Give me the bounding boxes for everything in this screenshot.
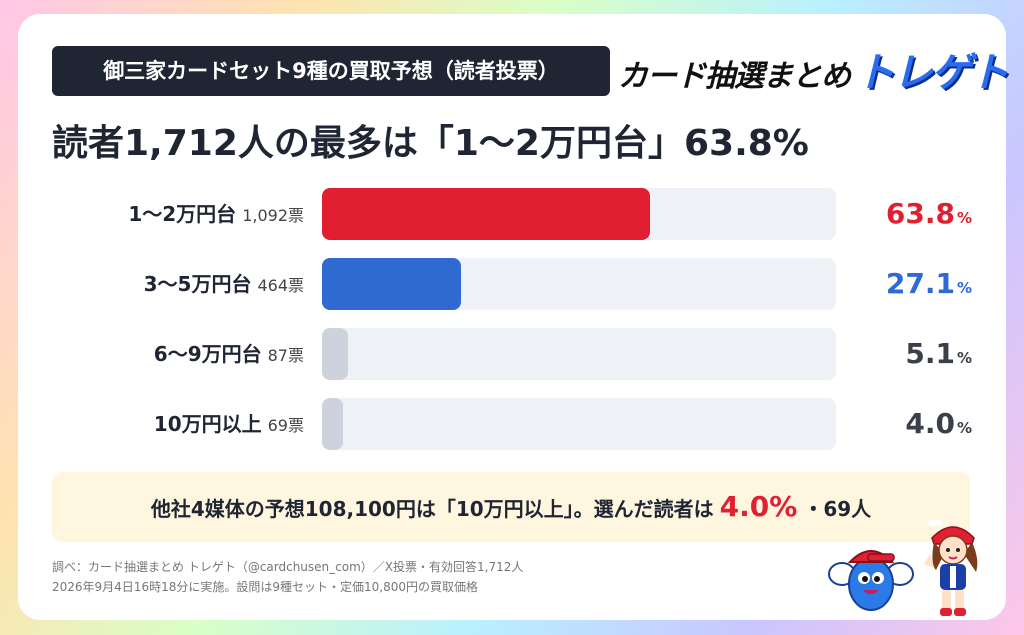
category-label: 6〜9万円台 <box>153 342 262 366</box>
bar-track <box>322 328 836 380</box>
bar-label: 10万円以上 69票 <box>154 398 304 450</box>
logo-text-primary: カード抽選まとめ <box>618 59 851 94</box>
bar-label: 1〜2万円台 1,092票 <box>128 188 304 240</box>
page-headline: 読者1,712人の最多は「1〜2万円台」63.8% <box>52 123 809 164</box>
bar-label: 6〜9万円台 87票 <box>154 328 304 380</box>
percent-sign: % <box>956 209 972 227</box>
title-badge: 御三家カードセット9種の買取予想（読者投票） <box>52 46 610 96</box>
percent-sign: % <box>956 349 972 367</box>
bar-row: 10万円以上 69票 4.0% <box>18 398 1006 450</box>
comparison-note: 他社4媒体の予想108,100円は「10万円以上」。選んだ読者は 4.0% ・69人 <box>52 472 970 542</box>
blue-mascot-illustration <box>828 550 914 611</box>
percent-value: 63.8 <box>885 197 955 230</box>
source-note: 調べ：カード抽選まとめ トレゲト（@cardchusen_com）／X投票・有効… <box>52 560 524 574</box>
percent-sign: % <box>956 279 972 297</box>
category-label: 10万円以上 <box>153 412 262 436</box>
bar <box>322 188 650 240</box>
note-suffix: ・69人 <box>803 497 872 521</box>
percent-label: 27.1% <box>886 258 972 310</box>
bar <box>322 258 462 310</box>
bar-track <box>322 188 836 240</box>
bar-label: 3〜5万円台 464票 <box>144 258 304 310</box>
chart-card: 御三家カードセット9種の買取予想（読者投票） カード抽選まとめ トレゲト 読者1… <box>18 14 1009 620</box>
note-highlight: 4.0% <box>719 490 798 523</box>
bar-row: 6〜9万円台 87票 5.1% <box>18 328 1006 380</box>
brand-logo[interactable]: カード抽選まとめ トレゲト <box>618 40 1009 102</box>
percent-label: 63.8% <box>886 188 972 240</box>
logo-text-brand: トレゲト <box>855 50 1009 96</box>
percent-sign: % <box>956 419 972 437</box>
survey-note: 2026年9月4日16時18分に実施。設問は9種セット・定価10,800円の買取… <box>52 580 478 594</box>
bar-row: 1〜2万円台 1,092票 63.8% <box>18 188 1006 240</box>
girl-mascot-illustration <box>924 520 978 616</box>
vote-count-label: 1,092票 <box>242 206 304 225</box>
percent-label: 5.1% <box>905 328 972 380</box>
bar <box>322 328 349 380</box>
vote-count-label: 87票 <box>267 346 304 365</box>
percent-value: 27.1 <box>885 267 955 300</box>
category-label: 1〜2万円台 <box>128 202 237 226</box>
bar-track <box>322 398 836 450</box>
category-label: 3〜5万円台 <box>143 272 252 296</box>
note-prefix: 他社4媒体の予想108,100円は「10万円以上」。選んだ読者は <box>150 497 714 521</box>
vote-count-label: 464票 <box>257 276 304 295</box>
bar <box>322 398 343 450</box>
percent-value: 5.1 <box>905 337 955 370</box>
bar-track <box>322 258 836 310</box>
percent-value: 4.0 <box>905 407 955 440</box>
vote-count-label: 69票 <box>267 416 304 435</box>
percent-label: 4.0% <box>905 398 972 450</box>
bar-row: 3〜5万円台 464票 27.1% <box>18 258 1006 310</box>
